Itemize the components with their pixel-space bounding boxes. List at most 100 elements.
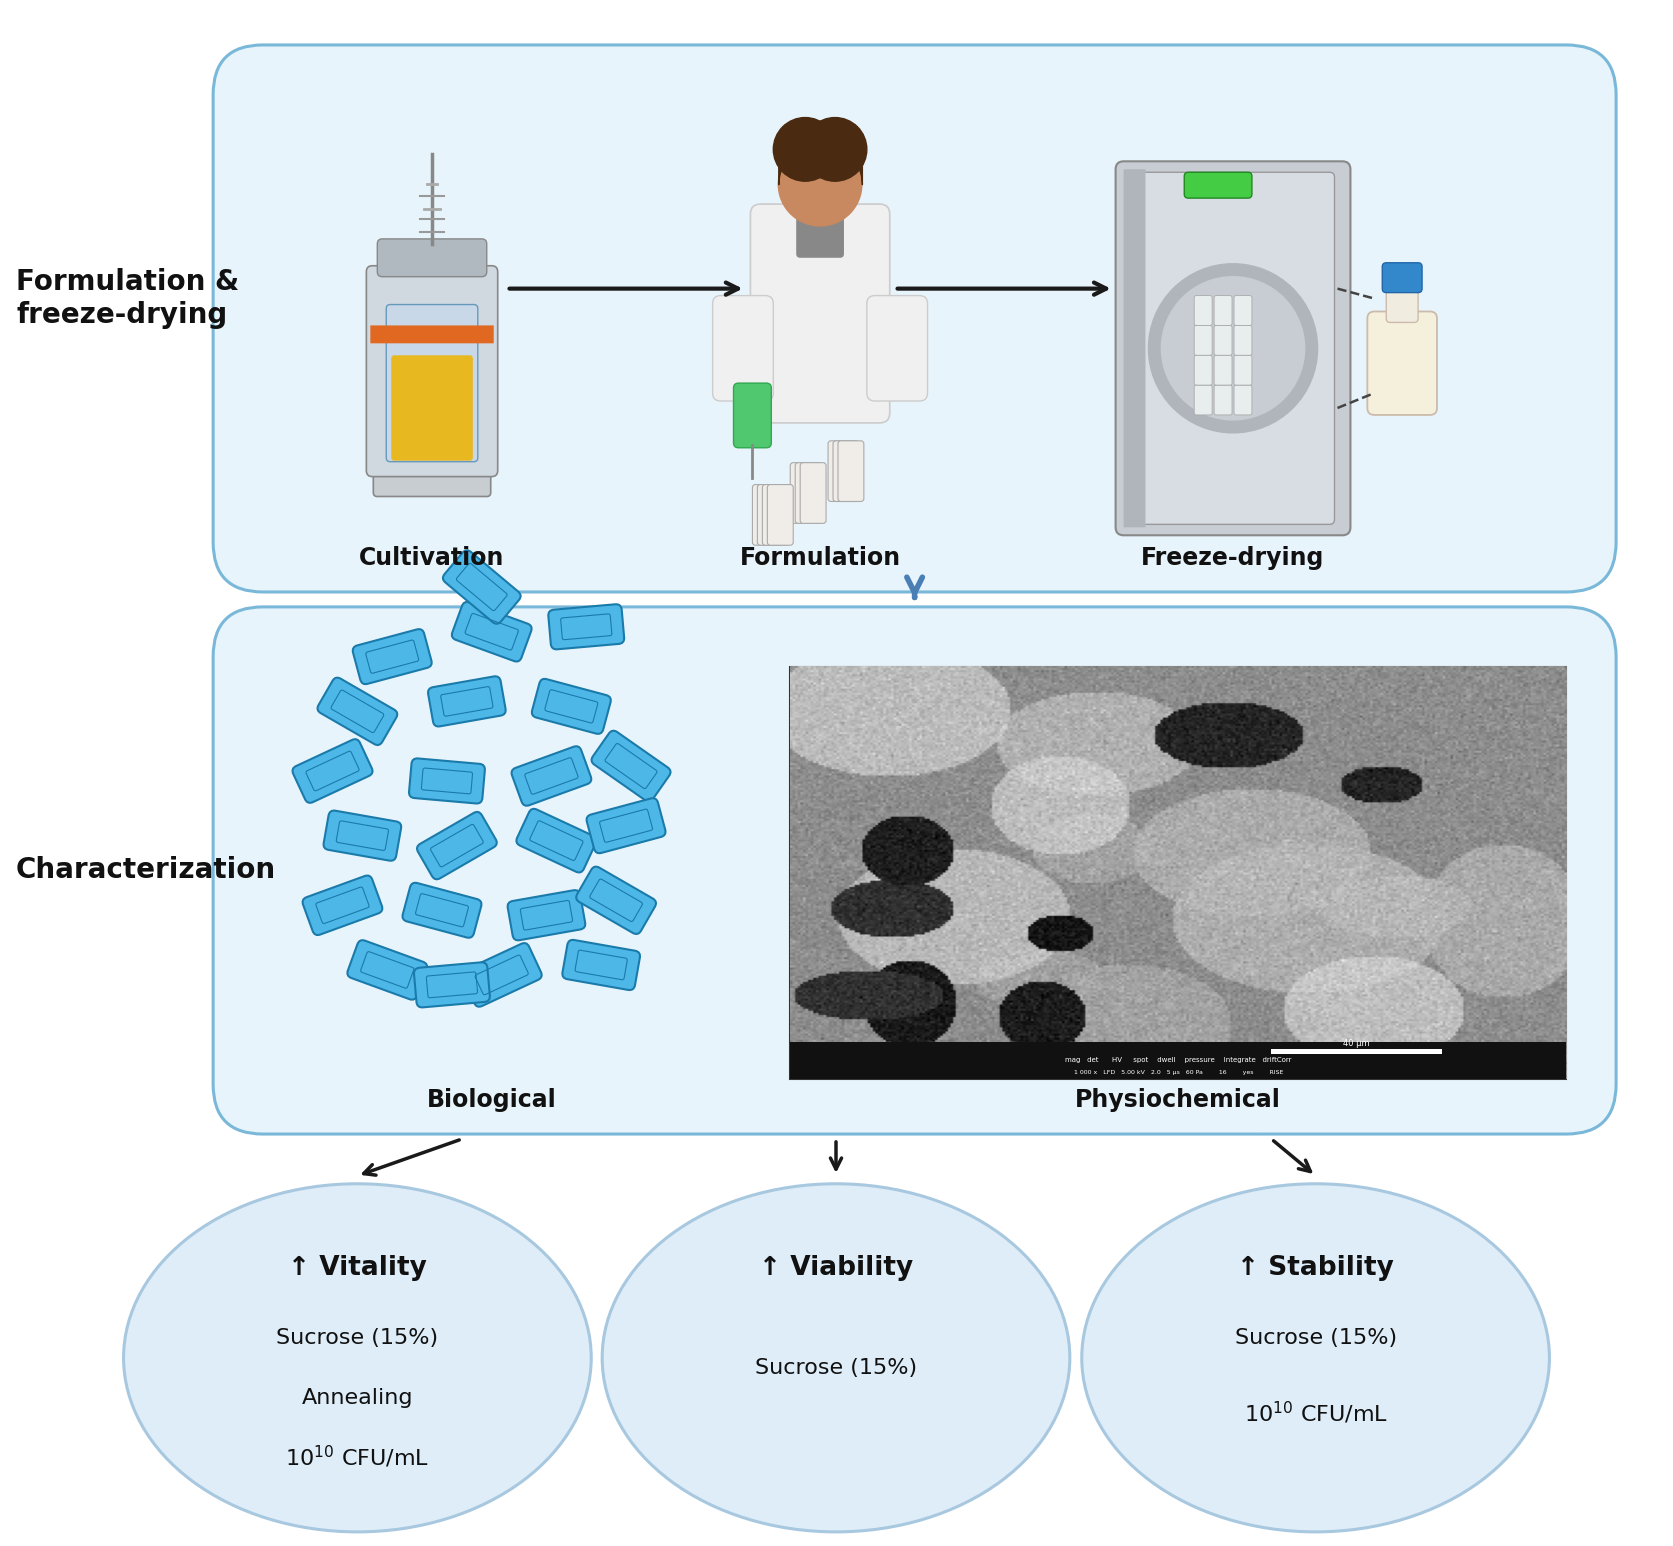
- FancyBboxPatch shape: [1235, 295, 1251, 325]
- Text: mag   det      HV     spot    dwell    pressure    Integrate   driftCorr: mag det HV spot dwell pressure Integrate…: [1066, 1057, 1292, 1064]
- FancyBboxPatch shape: [413, 962, 490, 1008]
- FancyBboxPatch shape: [348, 940, 427, 1000]
- FancyBboxPatch shape: [1184, 172, 1251, 198]
- FancyBboxPatch shape: [318, 677, 398, 745]
- Circle shape: [1148, 264, 1318, 433]
- FancyBboxPatch shape: [212, 45, 1616, 592]
- FancyBboxPatch shape: [408, 759, 485, 804]
- Text: 40 µm: 40 µm: [1343, 1039, 1370, 1048]
- FancyBboxPatch shape: [532, 679, 611, 734]
- FancyBboxPatch shape: [1215, 385, 1231, 414]
- Circle shape: [1161, 277, 1305, 421]
- FancyBboxPatch shape: [415, 810, 499, 881]
- FancyBboxPatch shape: [402, 881, 482, 938]
- FancyBboxPatch shape: [763, 484, 788, 546]
- FancyBboxPatch shape: [1235, 356, 1251, 385]
- FancyBboxPatch shape: [323, 810, 402, 861]
- FancyBboxPatch shape: [408, 758, 485, 804]
- FancyBboxPatch shape: [1195, 385, 1213, 414]
- FancyBboxPatch shape: [1235, 385, 1251, 414]
- Text: ↑ Vitality: ↑ Vitality: [288, 1255, 427, 1282]
- FancyBboxPatch shape: [751, 204, 890, 424]
- Text: ↑ Stability: ↑ Stability: [1236, 1255, 1394, 1282]
- FancyBboxPatch shape: [547, 603, 626, 649]
- Text: Sucrose (15%): Sucrose (15%): [276, 1328, 438, 1348]
- FancyBboxPatch shape: [442, 549, 522, 625]
- FancyBboxPatch shape: [1195, 295, 1213, 325]
- Text: Biological: Biological: [427, 1088, 557, 1112]
- Circle shape: [803, 117, 867, 181]
- FancyBboxPatch shape: [510, 745, 592, 807]
- Ellipse shape: [602, 1184, 1069, 1532]
- FancyBboxPatch shape: [1367, 311, 1437, 414]
- FancyBboxPatch shape: [417, 812, 497, 880]
- FancyBboxPatch shape: [828, 441, 853, 501]
- FancyBboxPatch shape: [512, 747, 591, 805]
- FancyBboxPatch shape: [586, 798, 666, 855]
- FancyBboxPatch shape: [507, 890, 586, 940]
- FancyBboxPatch shape: [1215, 325, 1231, 356]
- FancyBboxPatch shape: [733, 383, 771, 448]
- Text: Characterization: Characterization: [17, 856, 276, 884]
- FancyBboxPatch shape: [370, 325, 494, 343]
- Bar: [1271, 1048, 1442, 1054]
- FancyBboxPatch shape: [795, 462, 821, 524]
- FancyBboxPatch shape: [413, 962, 490, 1008]
- Text: Formulation &
freeze-drying: Formulation & freeze-drying: [17, 269, 239, 329]
- Text: Freeze-drying: Freeze-drying: [1141, 546, 1325, 570]
- FancyBboxPatch shape: [386, 305, 478, 462]
- Text: Sucrose (15%): Sucrose (15%): [755, 1357, 917, 1377]
- FancyBboxPatch shape: [1124, 169, 1146, 527]
- Text: Formulation: Formulation: [739, 546, 900, 570]
- FancyBboxPatch shape: [796, 210, 843, 258]
- FancyBboxPatch shape: [373, 464, 490, 496]
- Text: Cultivation: Cultivation: [360, 546, 505, 570]
- FancyBboxPatch shape: [713, 295, 773, 400]
- FancyBboxPatch shape: [460, 942, 544, 1008]
- FancyBboxPatch shape: [462, 943, 542, 1006]
- Text: Sucrose (15%): Sucrose (15%): [1235, 1328, 1397, 1348]
- Ellipse shape: [124, 1184, 591, 1532]
- FancyBboxPatch shape: [391, 356, 473, 461]
- FancyBboxPatch shape: [838, 441, 863, 501]
- FancyBboxPatch shape: [301, 875, 383, 937]
- FancyBboxPatch shape: [592, 731, 671, 801]
- FancyBboxPatch shape: [790, 462, 816, 524]
- Text: 1 000 x   LFD   5.00 kV   2.0   5 µs   60 Pa        16        yes        RISE: 1 000 x LFD 5.00 kV 2.0 5 µs 60 Pa 16 ye…: [1074, 1070, 1283, 1074]
- Circle shape: [778, 142, 862, 226]
- FancyBboxPatch shape: [1215, 356, 1231, 385]
- FancyBboxPatch shape: [517, 809, 597, 872]
- Bar: [790, 666, 1566, 1079]
- Ellipse shape: [1082, 1184, 1549, 1532]
- FancyBboxPatch shape: [323, 810, 402, 861]
- FancyBboxPatch shape: [291, 737, 373, 804]
- Text: Physiochemical: Physiochemical: [1076, 1088, 1282, 1112]
- FancyBboxPatch shape: [212, 608, 1616, 1135]
- FancyBboxPatch shape: [1215, 295, 1231, 325]
- FancyBboxPatch shape: [587, 798, 666, 853]
- FancyBboxPatch shape: [549, 604, 624, 649]
- Text: $10^{10}$ CFU/mL: $10^{10}$ CFU/mL: [1243, 1399, 1387, 1425]
- FancyBboxPatch shape: [353, 629, 432, 685]
- Bar: [790, 1042, 1566, 1079]
- FancyBboxPatch shape: [833, 441, 858, 501]
- FancyBboxPatch shape: [443, 550, 520, 625]
- Text: Annealing: Annealing: [301, 1388, 413, 1407]
- FancyBboxPatch shape: [346, 938, 428, 1000]
- FancyBboxPatch shape: [576, 867, 656, 934]
- FancyBboxPatch shape: [293, 739, 373, 802]
- FancyBboxPatch shape: [1235, 325, 1251, 356]
- FancyBboxPatch shape: [1116, 161, 1350, 535]
- FancyBboxPatch shape: [316, 676, 398, 747]
- FancyBboxPatch shape: [351, 628, 433, 685]
- FancyBboxPatch shape: [562, 940, 641, 989]
- FancyBboxPatch shape: [530, 677, 612, 734]
- FancyBboxPatch shape: [450, 601, 532, 663]
- Text: $10^{10}$ CFU/mL: $10^{10}$ CFU/mL: [286, 1444, 430, 1470]
- FancyBboxPatch shape: [753, 484, 778, 546]
- FancyBboxPatch shape: [867, 295, 927, 400]
- FancyBboxPatch shape: [403, 883, 482, 938]
- FancyBboxPatch shape: [427, 676, 507, 727]
- FancyBboxPatch shape: [1382, 263, 1422, 292]
- FancyBboxPatch shape: [768, 484, 793, 546]
